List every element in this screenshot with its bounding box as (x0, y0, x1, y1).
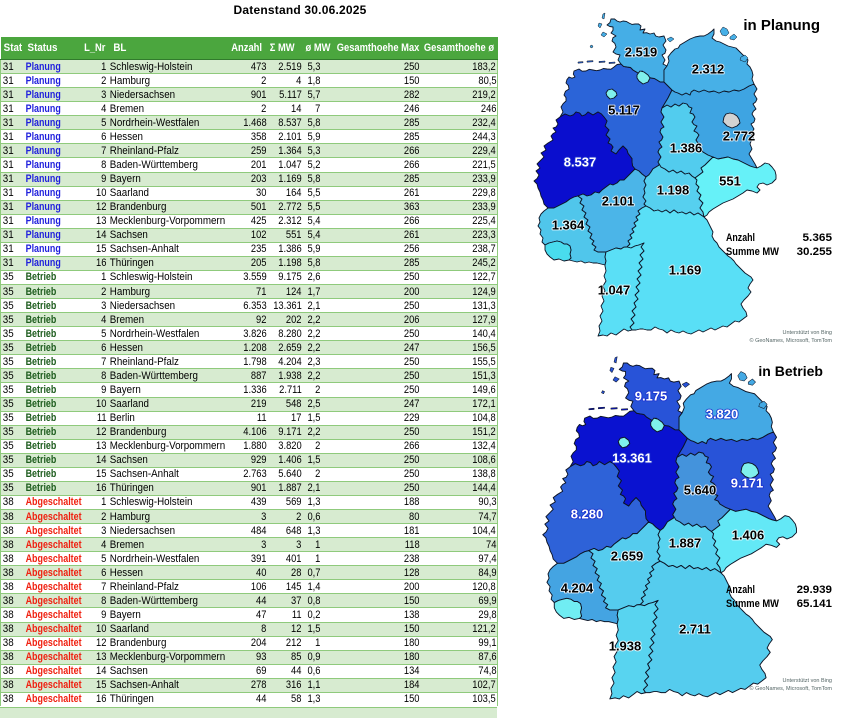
svg-text:2.659: 2.659 (611, 549, 644, 564)
svg-text:1.198: 1.198 (657, 183, 690, 198)
svg-text:8.280: 8.280 (571, 507, 604, 522)
svg-text:551: 551 (719, 174, 741, 189)
svg-text:© GeoNames, Microsoft, TomTom: © GeoNames, Microsoft, TomTom (750, 337, 833, 344)
svg-text:5.117: 5.117 (608, 103, 640, 118)
svg-text:1.386: 1.386 (670, 141, 703, 156)
svg-text:9.175: 9.175 (635, 389, 668, 404)
svg-text:2.711: 2.711 (679, 622, 711, 637)
svg-text:3.820: 3.820 (706, 407, 739, 422)
svg-text:Anzahl: Anzahl (726, 232, 755, 244)
svg-text:1.047: 1.047 (598, 283, 631, 298)
svg-text:8.537: 8.537 (564, 155, 597, 170)
svg-text:1.887: 1.887 (669, 536, 702, 551)
svg-text:30.255: 30.255 (797, 246, 832, 258)
svg-text:4.204: 4.204 (561, 581, 594, 596)
svg-text:Summe MW: Summe MW (726, 598, 780, 610)
svg-text:29.939: 29.939 (797, 584, 832, 596)
svg-text:2.519: 2.519 (625, 45, 658, 60)
svg-text:2.772: 2.772 (723, 129, 756, 144)
svg-text:65.141: 65.141 (797, 598, 832, 610)
svg-text:2.101: 2.101 (602, 194, 635, 209)
svg-text:5.640: 5.640 (684, 483, 717, 498)
svg-text:2.312: 2.312 (692, 62, 725, 77)
svg-text:9.171: 9.171 (731, 476, 764, 491)
svg-text:5.365: 5.365 (803, 232, 833, 244)
svg-text:in Planung: in Planung (743, 17, 820, 34)
svg-text:Unterstützt von Bing: Unterstützt von Bing (782, 330, 832, 336)
svg-text:in Betrieb: in Betrieb (758, 363, 823, 379)
svg-text:Summe MW: Summe MW (726, 246, 780, 258)
svg-text:13.361: 13.361 (612, 451, 652, 466)
svg-text:1.406: 1.406 (732, 528, 765, 543)
svg-text:1.938: 1.938 (609, 639, 642, 654)
svg-text:Anzahl: Anzahl (726, 584, 755, 596)
svg-text:1.169: 1.169 (669, 263, 702, 278)
svg-text:© GeoNames, Microsoft, TomTom: © GeoNames, Microsoft, TomTom (750, 685, 833, 692)
svg-text:1.364: 1.364 (552, 218, 585, 233)
svg-text:Unterstützt von Bing: Unterstützt von Bing (782, 678, 832, 684)
